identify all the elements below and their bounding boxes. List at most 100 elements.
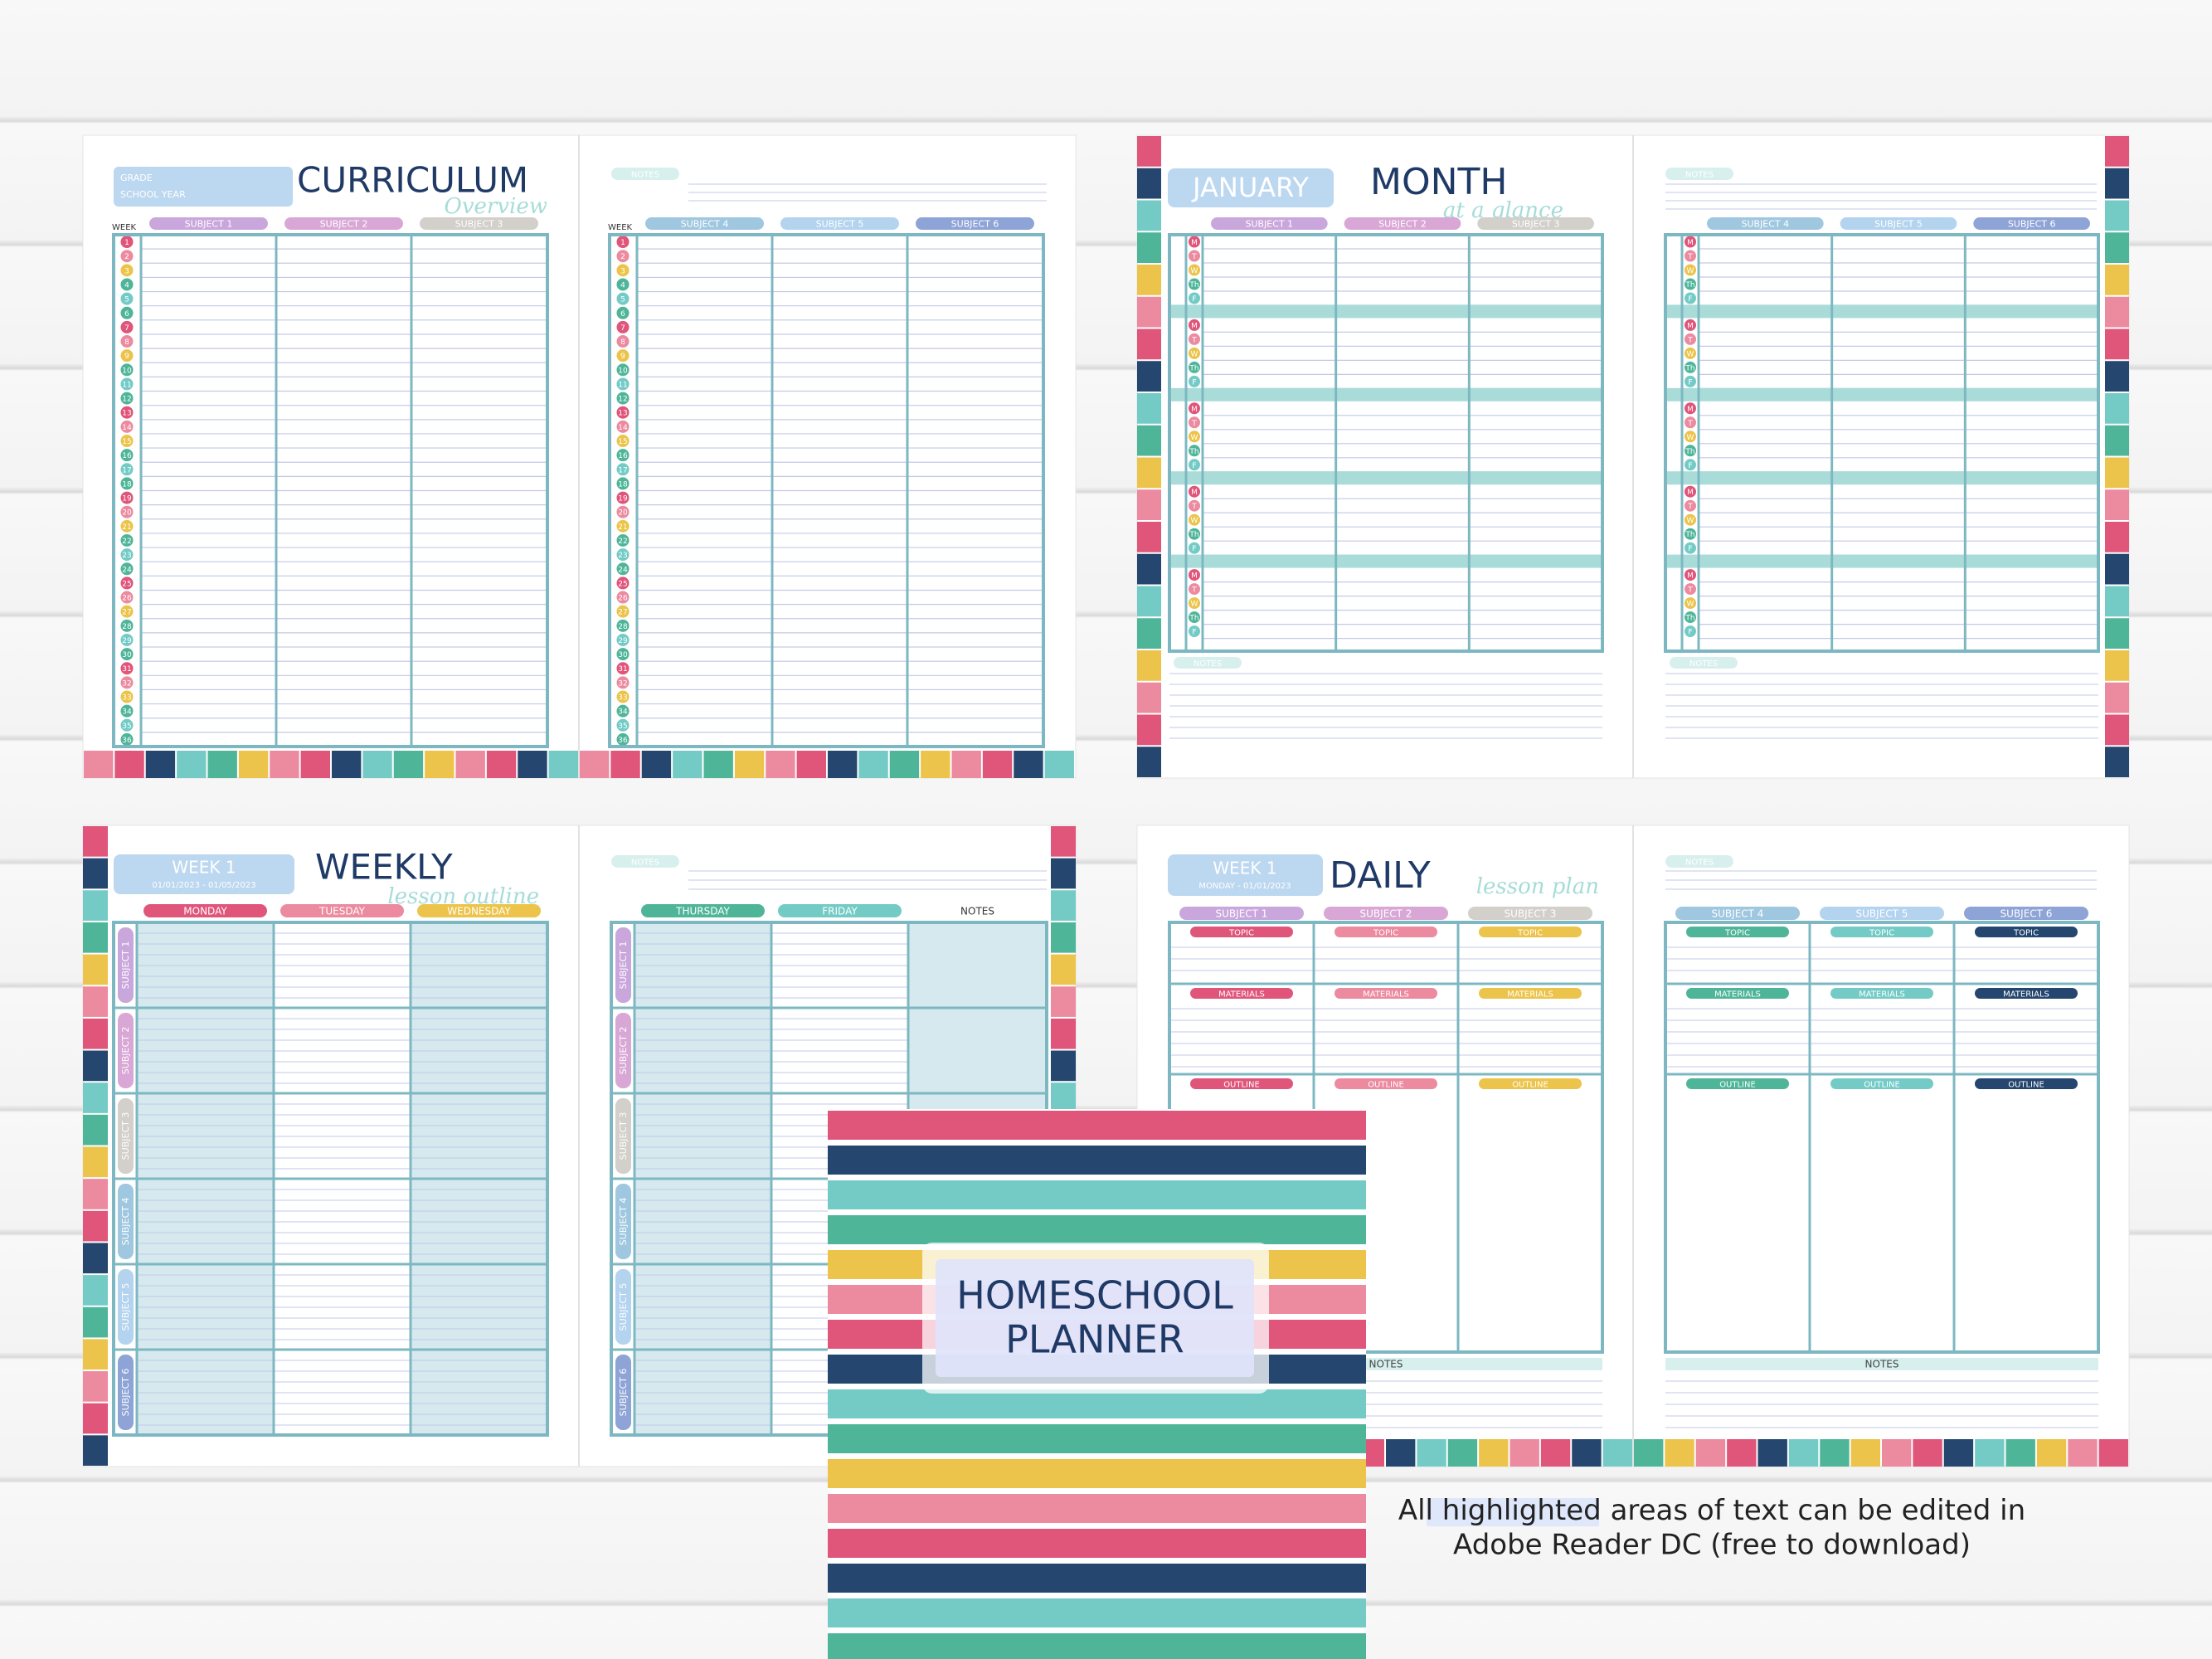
week-number: 12 [122, 396, 131, 404]
week-badge [120, 377, 134, 391]
cover-stripe [828, 1111, 1366, 1140]
day-badge [1685, 250, 1696, 262]
color-block [2105, 200, 2129, 231]
subject-tab-label: SUBJECT 2 [120, 1027, 131, 1075]
week-number: 10 [122, 367, 132, 375]
day-pill-label: TUESDAY [318, 906, 366, 917]
week-number: 23 [122, 552, 131, 560]
cover-title: PLANNER [1005, 1317, 1184, 1362]
color-block [362, 751, 392, 778]
week-separator [1665, 471, 2098, 485]
color-block [1137, 747, 1161, 777]
subject-pill [284, 217, 403, 230]
caption-part: All [1398, 1494, 1442, 1527]
week-number: 4 [620, 281, 625, 289]
week-badge [616, 392, 630, 405]
table-frame [1168, 233, 1604, 653]
subject-pill [1964, 907, 2088, 920]
subject-pill [149, 217, 268, 230]
day-letter: M [1687, 406, 1694, 414]
day-badge [1685, 499, 1696, 512]
color-block [83, 922, 108, 953]
color-block [83, 858, 108, 889]
notes-pill [611, 855, 679, 868]
color-block [1051, 1018, 1076, 1049]
day-letter: Th [1685, 364, 1694, 372]
color-block [83, 1146, 108, 1178]
day-badge [1189, 416, 1200, 429]
color-block [1137, 393, 1161, 424]
day-letter: Th [1685, 281, 1694, 289]
week-number: 20 [122, 509, 132, 518]
color-block [1788, 1439, 1819, 1467]
color-block [1137, 714, 1161, 746]
notes-pill [611, 168, 679, 180]
color-block [2105, 586, 2129, 617]
color-block [1820, 1439, 1850, 1467]
day-badge [1685, 236, 1696, 248]
subject-tab [615, 1269, 631, 1345]
notes-bar-label: NOTES [1865, 1359, 1899, 1370]
day-letter: M [1687, 572, 1694, 581]
color-block [1727, 1439, 1757, 1467]
field-pill [1479, 988, 1582, 999]
subject-pill [1211, 217, 1328, 230]
week-badge [616, 533, 630, 547]
subject-tab [118, 927, 134, 1003]
week-badge [120, 363, 134, 377]
notes-pill [1665, 168, 1733, 180]
week-number: 35 [122, 722, 131, 731]
field-pill-label: OUTLINE [1719, 1081, 1756, 1090]
week-number: 2 [620, 253, 625, 261]
subject-pill [1820, 907, 1944, 920]
week-number: 8 [124, 338, 129, 347]
color-block [83, 1435, 108, 1466]
week-number: 21 [122, 523, 131, 532]
color-block [1757, 1439, 1787, 1467]
week-badge [616, 406, 630, 419]
day-badge [1189, 542, 1200, 554]
day-badge [1685, 485, 1696, 498]
day-letter: Th [1685, 615, 1694, 623]
day-badge [1189, 402, 1200, 415]
day-letter: W [1191, 601, 1198, 609]
week-dates: 01/01/2023 - 01/05/2023 [152, 881, 255, 890]
day-letter: Th [1189, 531, 1198, 539]
week-badge [616, 449, 630, 462]
subject-tab-label: SUBJECT 1 [120, 941, 131, 990]
notes-pill-label: NOTES [1685, 171, 1714, 180]
color-block [83, 1082, 108, 1113]
notes-pill [1174, 657, 1242, 669]
week-badge [120, 648, 134, 661]
week-badge [120, 548, 134, 562]
week-number: 27 [618, 609, 627, 617]
day-letter: T [1191, 420, 1197, 428]
day-badge [1685, 292, 1696, 304]
subject-pill-label: SUBJECT 3 [455, 219, 503, 230]
color-block [2105, 618, 2129, 649]
subject-pill-label: SUBJECT 6 [951, 219, 999, 230]
week-badge [120, 718, 134, 732]
day-badge [1685, 569, 1696, 581]
color-block [1850, 1439, 1880, 1467]
color-block [83, 1339, 108, 1370]
week-badge [120, 264, 134, 277]
week-number: 10 [618, 367, 628, 375]
caption-line: All highlighted areas of text can be edi… [1398, 1494, 2025, 1527]
color-block [641, 751, 672, 778]
week-badge [616, 591, 630, 604]
day-badge [1189, 611, 1200, 624]
subject-tab-label: SUBJECT 4 [120, 1198, 131, 1246]
day-letter: W [1191, 517, 1198, 525]
week-badge [120, 690, 134, 703]
week-number: 29 [618, 637, 628, 645]
field-pill [1975, 1078, 2078, 1089]
color-block [1975, 1439, 2005, 1467]
day-letter: F [1192, 462, 1196, 470]
notes-pill-label: NOTES [631, 171, 659, 180]
week-badge [616, 491, 630, 504]
color-block [84, 751, 114, 778]
week-badge [120, 278, 134, 291]
color-block [1695, 1439, 1726, 1467]
